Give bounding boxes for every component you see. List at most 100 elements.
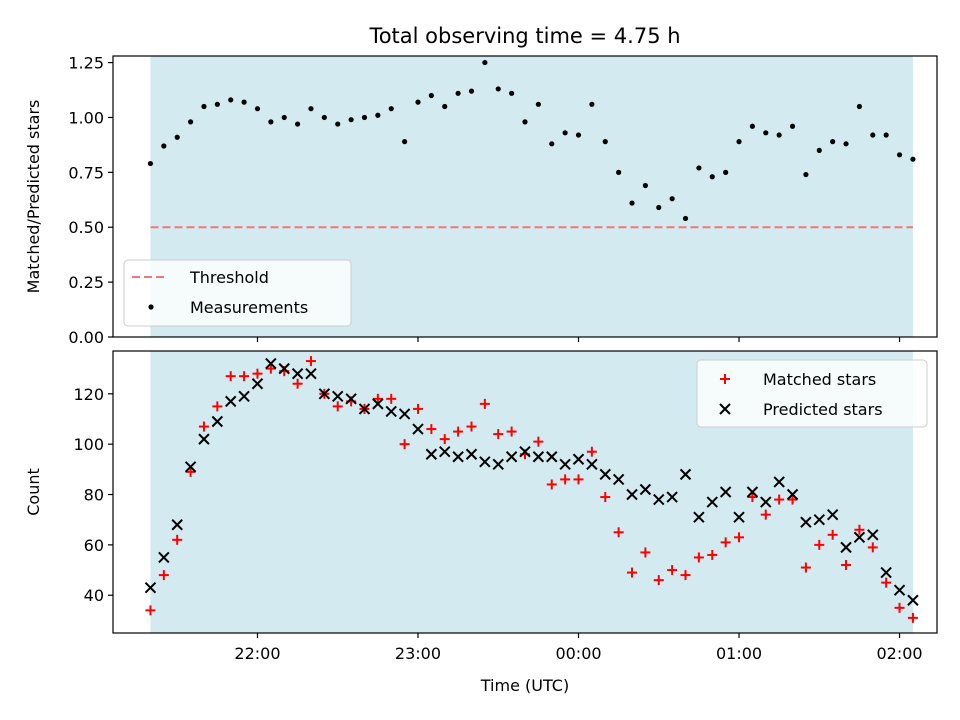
- predicted-star-point: [746, 486, 759, 498]
- predicted-star-point: [572, 453, 585, 465]
- ratio-axes-frame: [112, 55, 938, 338]
- x-stroke: [559, 458, 571, 471]
- measurement-point: [402, 139, 408, 145]
- x-stroke: [225, 395, 237, 408]
- x-stroke: [398, 408, 411, 420]
- predicted-star-point: [412, 423, 424, 435]
- x-stroke: [853, 531, 866, 544]
- measurement-point: [629, 200, 635, 206]
- matched-star-point: [479, 398, 490, 409]
- matched-star-point: [586, 446, 597, 457]
- x-stroke: [773, 476, 785, 488]
- measurement-point: [870, 132, 876, 138]
- x-stroke: [251, 378, 264, 390]
- measurement-point: [830, 139, 836, 145]
- x-stroke: [639, 483, 652, 496]
- matched-star-point: [814, 539, 825, 550]
- measurement-point: [228, 97, 234, 103]
- x-stroke: [586, 458, 598, 471]
- measurement-point: [535, 101, 541, 107]
- matched-star-point: [573, 474, 584, 485]
- measurement-point: [549, 141, 555, 147]
- x-stroke: [519, 446, 531, 458]
- measurement-point: [254, 106, 261, 112]
- measurement-point: [281, 114, 287, 121]
- predicted-star-point: [398, 408, 411, 420]
- predicted-star-point: [653, 493, 665, 506]
- matched-star-point: [894, 602, 905, 613]
- predicted-star-point: [826, 508, 839, 521]
- matched-star-point: [212, 401, 223, 412]
- count-y-axis-label: Count: [24, 468, 43, 516]
- legend-matched-swatch: [720, 374, 730, 384]
- x-stroke: [880, 566, 892, 579]
- matched-star-point: [774, 494, 785, 505]
- x-stroke: [666, 491, 678, 503]
- predicted-star-point: [612, 473, 625, 486]
- measurement-point: [789, 123, 796, 129]
- measurement-point: [147, 160, 154, 167]
- predicted-star-point: [425, 448, 438, 460]
- x-tick-label: 00:00: [555, 644, 601, 663]
- matched-star-point: [747, 492, 758, 503]
- x-stroke: [465, 448, 478, 460]
- measurement-point: [562, 130, 568, 136]
- matched-star-point: [372, 393, 383, 404]
- count-marks: [144, 356, 919, 623]
- matched-star-point: [533, 436, 544, 447]
- x-stroke: [706, 496, 718, 508]
- x-stroke: [198, 433, 210, 445]
- measurement-point: [174, 134, 180, 140]
- legend-measurements-label: Measurements: [190, 298, 308, 317]
- matched-star-point: [640, 547, 651, 558]
- matched-star-point: [453, 426, 464, 437]
- measurement-point: [616, 169, 622, 175]
- predicted-star-point: [144, 581, 157, 594]
- predicted-star-point: [867, 529, 879, 541]
- matched-star-point: [225, 371, 236, 382]
- matched-star-point: [841, 560, 852, 571]
- y-tick-label: 120: [73, 385, 104, 404]
- measurement-point: [749, 123, 756, 129]
- x-stroke: [505, 451, 518, 463]
- x-stroke: [546, 451, 558, 463]
- predicted-star-point: [385, 405, 397, 418]
- matched-star-point: [399, 439, 410, 450]
- ratio-panel: 0.00 0.25 0.50 0.75 1.00 1.25 Matched/Predict…: [24, 54, 938, 347]
- x-stroke: [425, 448, 438, 460]
- count-legend: Matched stars Predicted stars: [696, 359, 928, 428]
- predicted-star-point: [532, 451, 545, 463]
- matched-star-point: [145, 605, 156, 616]
- matched-star-point: [707, 549, 718, 560]
- matched-star-point: [613, 527, 624, 538]
- matched-star-point: [198, 421, 209, 432]
- predicted-star-point: [813, 513, 825, 526]
- legend-box: [123, 259, 352, 327]
- measurement-point: [843, 141, 849, 147]
- y-tick-label: 0.25: [68, 273, 104, 292]
- x-stroke: [412, 423, 424, 435]
- y-tick-label: 1.25: [68, 54, 104, 73]
- x-tick-label: 22:00: [234, 644, 280, 663]
- predicted-star-point: [345, 393, 357, 405]
- y-tick-label: 60: [84, 536, 104, 555]
- x-stroke: [733, 511, 745, 523]
- predicted-star-point: [639, 483, 652, 496]
- measurement-point: [161, 143, 167, 149]
- predicted-star-point: [465, 448, 478, 460]
- measurement-point: [883, 132, 889, 138]
- x-stroke: [372, 398, 384, 410]
- measurement-point: [669, 196, 675, 202]
- x-stroke: [291, 367, 304, 380]
- ratio-marks: [147, 59, 916, 229]
- predicted-star-point: [733, 511, 745, 523]
- predicted-star-point: [505, 451, 518, 463]
- predicted-star-point: [171, 519, 183, 531]
- matched-star-point: [412, 403, 423, 414]
- x-stroke: [332, 390, 344, 403]
- x-stroke: [786, 488, 799, 501]
- measurement-point: [268, 119, 274, 125]
- matched-star-point: [800, 562, 811, 573]
- predicted-star-point: [706, 496, 718, 508]
- predicted-star-point: [358, 403, 371, 415]
